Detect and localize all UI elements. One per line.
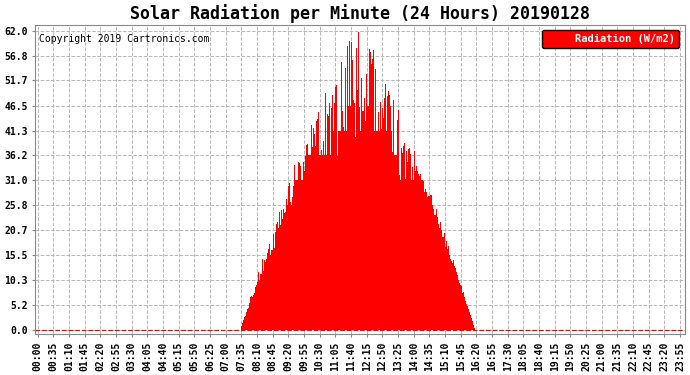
Text: Copyright 2019 Cartronics.com: Copyright 2019 Cartronics.com [39,34,209,44]
Legend: Radiation (W/m2): Radiation (W/m2) [542,30,680,48]
Title: Solar Radiation per Minute (24 Hours) 20190128: Solar Radiation per Minute (24 Hours) 20… [130,4,590,23]
